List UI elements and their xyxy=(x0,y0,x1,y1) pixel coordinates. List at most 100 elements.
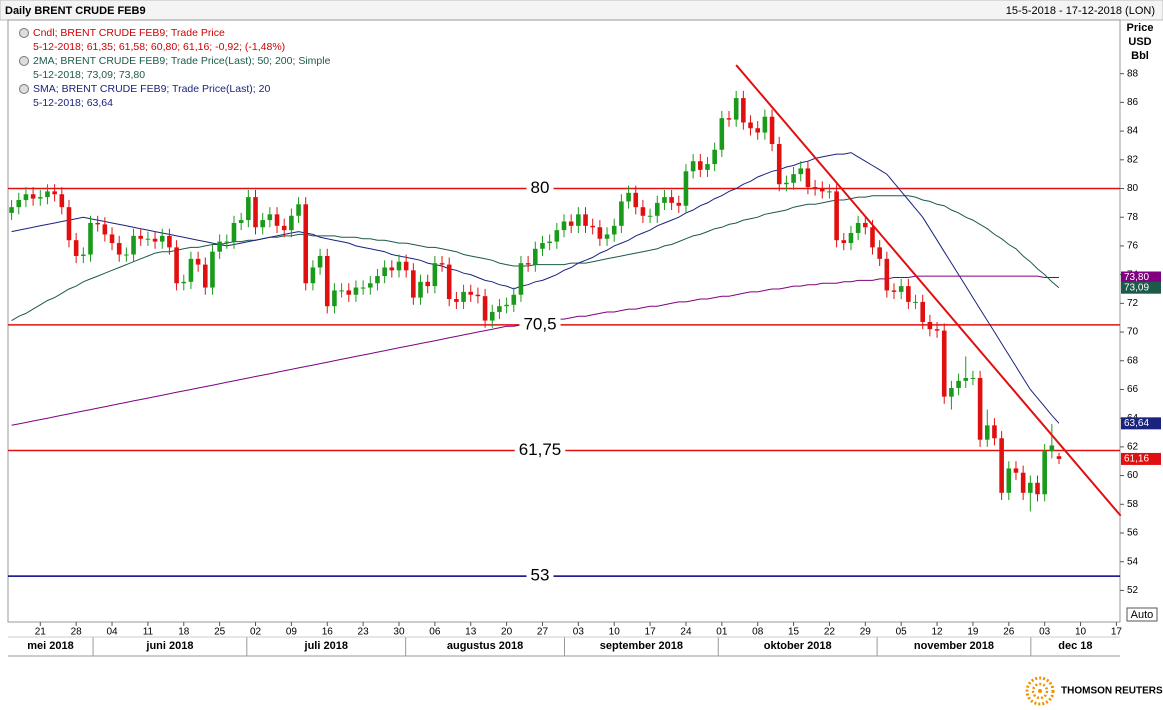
candle-body xyxy=(30,194,36,199)
candle-body xyxy=(877,247,882,259)
value-badge xyxy=(1121,271,1161,284)
candle-body xyxy=(303,204,309,284)
candle-body xyxy=(289,215,294,231)
candle-body xyxy=(461,291,466,302)
candle-body xyxy=(281,225,287,231)
candle-body xyxy=(138,235,144,239)
candle-body xyxy=(805,168,811,188)
level-label-bg xyxy=(526,565,554,585)
candle-body xyxy=(1049,445,1055,452)
x-tick-label: 21 xyxy=(35,627,47,638)
legend-detail: 5-12-2018; 73,09; 73,80 xyxy=(33,69,145,81)
candle-body xyxy=(698,161,703,170)
candle-body xyxy=(690,161,696,172)
candle-body xyxy=(941,330,947,397)
candle-body xyxy=(210,251,215,288)
legend-icon xyxy=(19,84,29,94)
x-tick-label: 20 xyxy=(501,627,513,638)
y-tick-label: 78 xyxy=(1127,212,1139,223)
candle-body xyxy=(863,222,868,228)
candle-body xyxy=(676,202,682,206)
candle-body xyxy=(231,222,237,242)
candle-body xyxy=(73,240,79,256)
value-badge xyxy=(1121,452,1161,465)
x-tick-label: 03 xyxy=(573,627,585,638)
candle-body xyxy=(683,171,689,206)
auto-button[interactable] xyxy=(1126,607,1158,622)
candle-body xyxy=(1056,456,1062,459)
x-tick-label: 10 xyxy=(1075,627,1087,638)
candle-body xyxy=(59,194,65,208)
candle-body xyxy=(611,225,617,235)
candle-body xyxy=(540,243,545,249)
candle-body xyxy=(181,281,187,284)
value-badge-label: 61,16 xyxy=(1124,454,1149,465)
candle-body xyxy=(217,241,222,252)
candle-body xyxy=(568,221,574,226)
x-tick-label: 11 xyxy=(143,627,154,638)
candle-body xyxy=(712,149,717,165)
candle-body xyxy=(604,234,610,239)
x-tick-label: 22 xyxy=(824,627,836,638)
candle-body xyxy=(984,425,990,440)
candle-body xyxy=(669,197,674,203)
candle-body xyxy=(784,182,789,185)
candle-body xyxy=(726,118,732,120)
candle-body xyxy=(195,258,201,265)
y-tick-label: 52 xyxy=(1127,585,1139,596)
candle-body xyxy=(224,241,230,243)
month-label: oktober 2018 xyxy=(764,640,832,652)
candle-body xyxy=(626,192,631,202)
x-tick-label: 10 xyxy=(609,627,621,638)
candle-body xyxy=(188,258,194,282)
candle-body xyxy=(812,187,818,189)
candle-body xyxy=(533,248,538,265)
candle-body xyxy=(1028,482,1033,493)
value-badge xyxy=(1121,417,1161,430)
value-badge-label: 73,80 xyxy=(1124,272,1149,283)
chart-title: Daily BRENT CRUDE FEB9 xyxy=(5,5,146,17)
month-label: november 2018 xyxy=(914,640,994,652)
candle-body xyxy=(1013,468,1019,473)
candle-body xyxy=(411,270,416,298)
level-label-bg xyxy=(526,177,554,197)
x-tick-label: 04 xyxy=(106,627,118,638)
candle-body xyxy=(152,238,158,242)
level-label: 80 xyxy=(531,178,550,197)
candle-body xyxy=(382,267,387,277)
candle-body xyxy=(167,235,172,248)
candle-body xyxy=(920,301,926,322)
y-tick-label: 68 xyxy=(1127,355,1139,366)
candle-body xyxy=(109,234,115,244)
candle-body xyxy=(597,227,603,239)
level-label: 70,5 xyxy=(523,314,556,333)
x-tick-label: 30 xyxy=(393,627,405,638)
candle-body xyxy=(116,243,122,255)
y-tick-label: 88 xyxy=(1127,68,1139,79)
x-tick-label: 28 xyxy=(71,627,83,638)
trendline xyxy=(735,64,1122,517)
candle-body xyxy=(518,263,524,295)
candle-body xyxy=(81,254,86,256)
candle-body xyxy=(977,377,983,440)
candle-body xyxy=(260,220,265,228)
y-tick-label: 54 xyxy=(1127,556,1139,567)
auto-label[interactable]: Auto xyxy=(1131,609,1154,621)
month-label: augustus 2018 xyxy=(447,640,523,652)
candle-body xyxy=(769,116,775,145)
candle-body xyxy=(619,201,624,226)
candle-body xyxy=(705,164,710,170)
candle-body xyxy=(482,296,488,321)
candle-body xyxy=(511,294,517,305)
candle-body xyxy=(827,191,832,193)
candle-body xyxy=(475,294,481,297)
x-tick-label: 29 xyxy=(860,627,872,638)
legend-title: 2MA; BRENT CRUDE FEB9; Trade Price(Last)… xyxy=(33,55,331,67)
candle-body xyxy=(841,240,847,244)
legend-detail: 5-12-2018; 61,35; 61,58; 60,80; 61,16; -… xyxy=(33,41,285,53)
x-tick-label: 17 xyxy=(645,627,657,638)
date-range: 15-5-2018 - 17-12-2018 (LON) xyxy=(1006,5,1155,17)
value-badge-label: 63,64 xyxy=(1124,418,1149,429)
candle-body xyxy=(317,255,323,268)
candle-body xyxy=(310,267,316,284)
